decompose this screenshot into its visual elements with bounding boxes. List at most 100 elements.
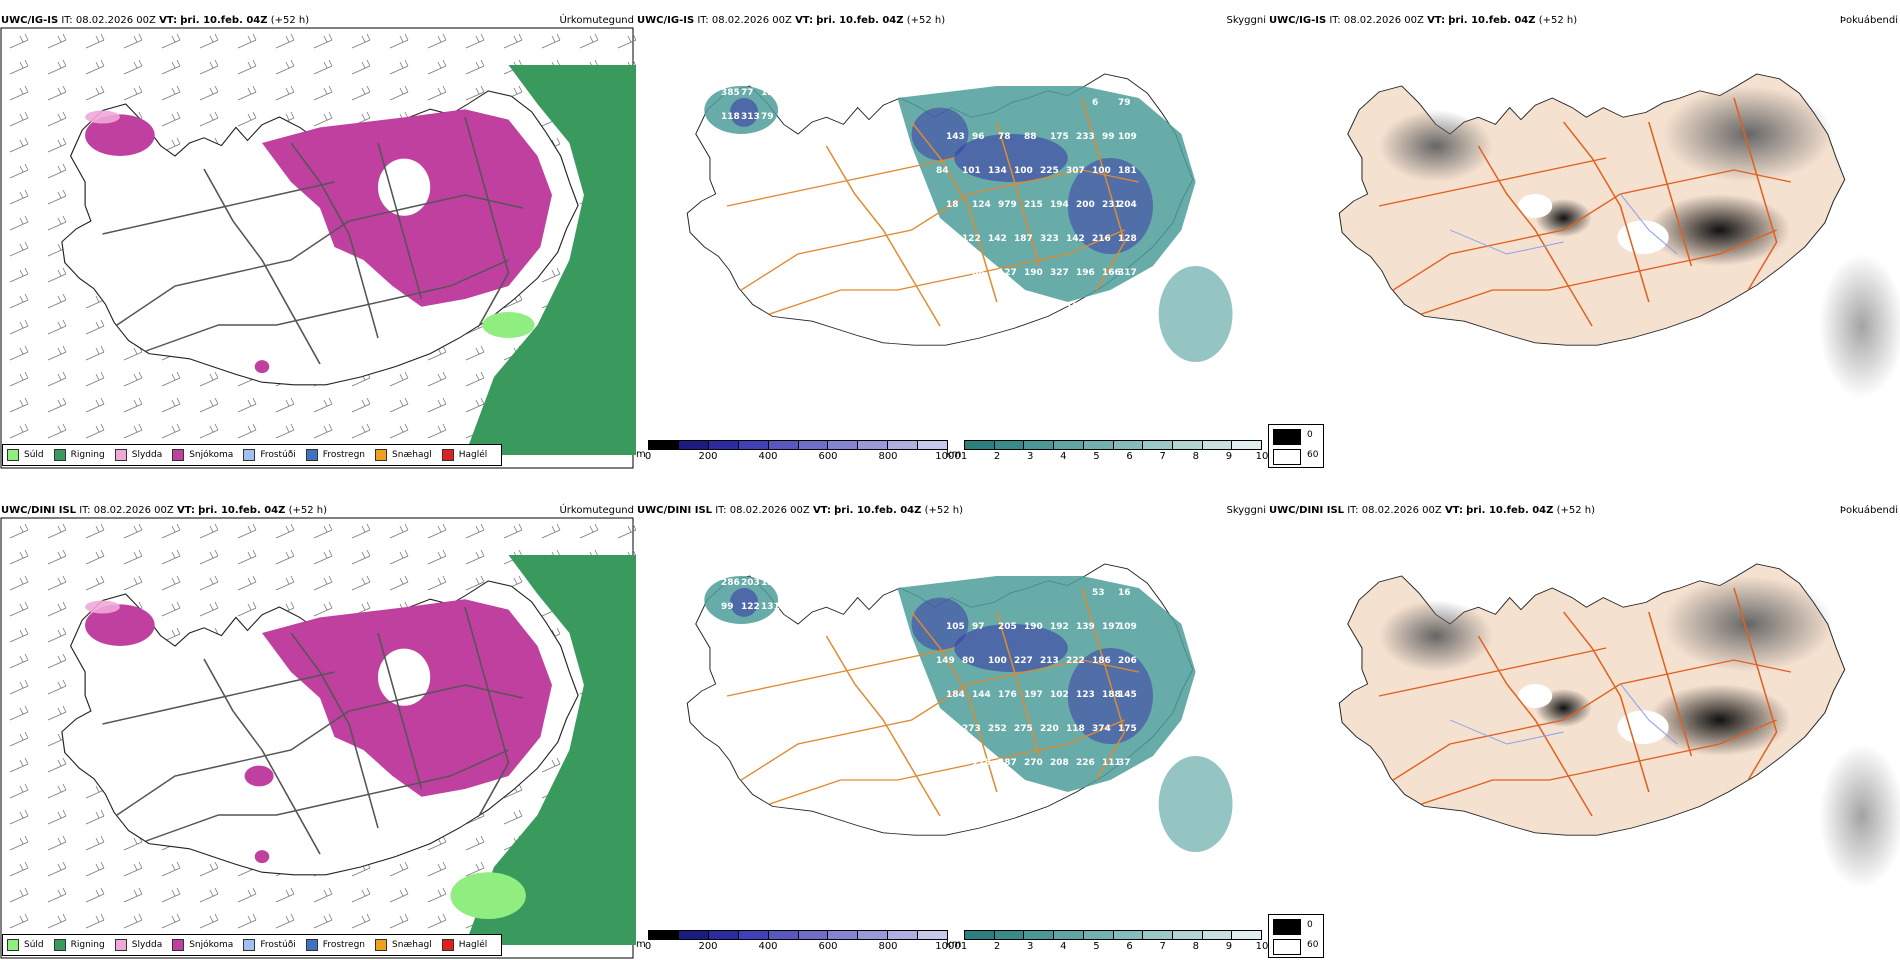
cloud-base-value: 277 <box>936 302 955 312</box>
model-name: UWC/DINI ISL <box>1 505 77 516</box>
road-line <box>145 259 509 352</box>
wind-barb <box>9 861 29 877</box>
cloud-base-value: 983 <box>1014 302 1033 312</box>
road-line <box>726 157 955 207</box>
colorbar-cell <box>1083 441 1114 449</box>
wind-barb <box>427 371 447 387</box>
cloud-base-value: 77 <box>741 88 754 98</box>
wind-barb <box>9 163 29 179</box>
cloud-base-value: 709 <box>988 302 1007 312</box>
colorbar-tick: 7 <box>1159 941 1166 952</box>
colorbar-cell <box>828 931 859 939</box>
cloud-base-value: 100 <box>1014 166 1033 176</box>
colorbar-tick: 6 <box>1126 941 1133 952</box>
colorbar-cell <box>708 441 739 449</box>
wind-barb <box>47 757 67 773</box>
wind-barb <box>47 189 67 205</box>
wind-barb <box>47 111 67 127</box>
panel-title-precip: Úrkomutegund <box>559 505 634 516</box>
visibility-colorbar: 1 2 3 4 5 6 7 8 9 10 km <box>946 930 1269 952</box>
wind-barb <box>199 85 219 101</box>
cloud-base-value: 317 <box>1118 268 1137 278</box>
cloud-base-value: 166 <box>1102 268 1121 278</box>
wind-barb <box>47 835 67 851</box>
colorbar-cell <box>649 931 679 939</box>
road-line <box>1562 121 1650 303</box>
colorbar-ticks: 1 2 3 4 5 6 7 8 9 10 <box>961 940 1269 952</box>
it-label: IT: <box>1329 15 1341 26</box>
colorbar-tick: 10 <box>1255 941 1269 952</box>
road-line <box>1392 659 1791 781</box>
legend-swatch <box>375 939 388 951</box>
wind-barb <box>9 215 29 231</box>
fog-offshore-area <box>1819 254 1900 398</box>
colorbar-cell <box>1083 931 1114 939</box>
lead-time: (+52 h) <box>1538 15 1578 26</box>
wind-barb <box>465 371 485 387</box>
fog-legend-swatch <box>1273 919 1301 935</box>
valid-time: þri. 10.feb. 04Z <box>180 15 268 26</box>
colorbar-cell <box>798 931 829 939</box>
low-cloud-base <box>729 588 759 617</box>
precip-legend: Súld Rigning Slydda Snjókoma Frostúði Frostre… <box>2 444 503 466</box>
wind-barb <box>275 523 295 539</box>
colorbar-unit: km <box>946 449 962 460</box>
cloud-base-value: 97 <box>972 622 985 632</box>
cloud-base-value: 200 <box>1076 200 1095 210</box>
model-name: UWC/DINI ISL <box>1269 505 1345 516</box>
river-line <box>1449 683 1678 745</box>
fog-legend: 0 60 <box>1268 914 1324 958</box>
colorbar-cell <box>1113 931 1144 939</box>
iceland-layer <box>1338 563 1900 888</box>
cloud-base-value: 175 <box>1118 724 1137 734</box>
legend-swatch <box>53 939 66 951</box>
colorbar-tick: 600 <box>818 451 838 462</box>
cloud-base-value: 270 <box>1024 758 1043 768</box>
wind-barb <box>237 423 257 439</box>
colorbar-cell <box>678 931 709 939</box>
cloud-base-value: 187 <box>1014 234 1033 244</box>
wind-barb <box>9 757 29 773</box>
road-line <box>1477 635 1593 817</box>
cloud-base-value: 233 <box>1076 132 1095 142</box>
wind-barb <box>541 33 561 49</box>
wind-barb <box>199 549 219 565</box>
cloud-base-value: 197 <box>1102 622 1121 632</box>
wind-barb <box>427 85 447 101</box>
colorbar-cell <box>965 931 995 939</box>
wind-barb <box>199 913 219 929</box>
low-cloud-base <box>729 98 759 127</box>
cloud-base-value: 204 <box>1118 200 1137 210</box>
wind-barb <box>161 85 181 101</box>
it-label: IT: <box>79 505 91 516</box>
fog-legend-swatch <box>1273 939 1301 955</box>
cloud-base-value: 273 <box>946 758 965 768</box>
cloud-base-value: 307 <box>1066 166 1085 176</box>
wind-barb <box>275 85 295 101</box>
wind-barb <box>9 705 29 721</box>
cloud-base-value: 227 <box>1014 656 1033 666</box>
wind-barb <box>427 523 447 539</box>
colorbar-tick: 800 <box>878 451 898 462</box>
init-time: 08.02.2026 00Z <box>75 15 156 26</box>
fog-moderate-area <box>1663 86 1834 182</box>
cloud-base-value: 84 <box>936 166 949 176</box>
wind-barb <box>85 835 105 851</box>
colorbar-cell <box>1202 931 1233 939</box>
legend-label: Frostúði <box>260 450 296 460</box>
fog-legend-swatch <box>1273 449 1301 465</box>
wind-barb <box>47 137 67 153</box>
wind-barb <box>465 59 485 75</box>
wind-barb <box>351 887 371 903</box>
wind-barb <box>465 835 485 851</box>
wind-barb <box>351 575 371 591</box>
cloud-base-value: 213 <box>1040 656 1059 666</box>
no-precip-hole <box>378 648 431 706</box>
legend-item: Haglél <box>441 939 487 951</box>
legend-label: Frostúði <box>260 940 296 950</box>
legend-swatch <box>375 449 388 461</box>
wind-barb <box>9 575 29 591</box>
wind-barb <box>47 33 67 49</box>
wind-barb <box>351 913 371 929</box>
cloud-base-value: 128 <box>1118 234 1137 244</box>
